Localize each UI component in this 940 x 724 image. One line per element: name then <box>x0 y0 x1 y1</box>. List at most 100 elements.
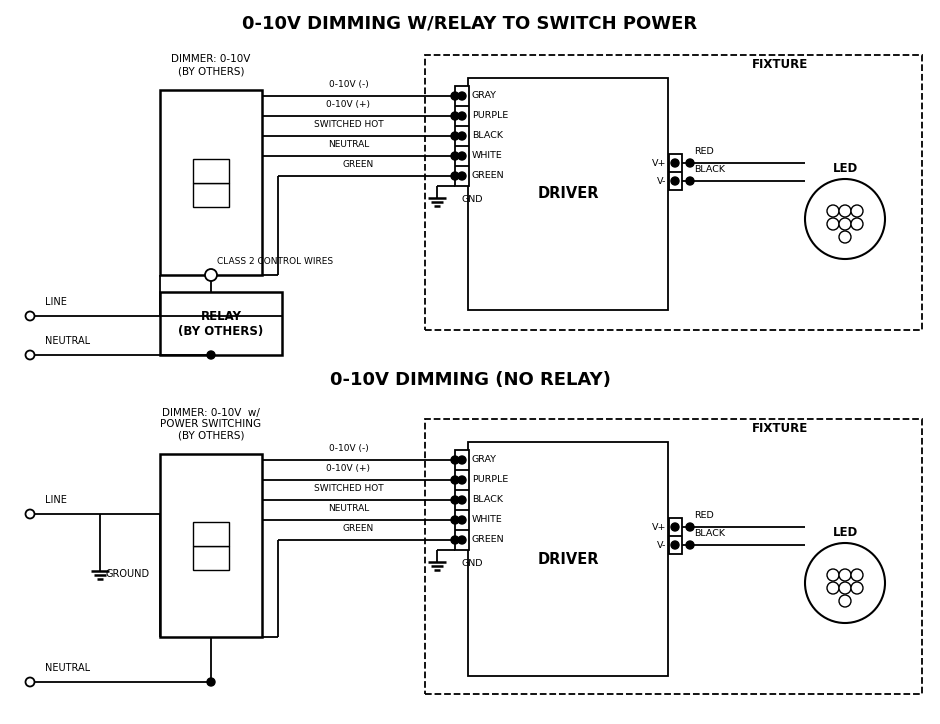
Circle shape <box>451 92 459 100</box>
Circle shape <box>207 351 215 359</box>
Circle shape <box>839 569 851 581</box>
Bar <box>160 90 262 275</box>
Text: RELAY
(BY OTHERS): RELAY (BY OTHERS) <box>179 310 263 338</box>
Text: FIXTURE: FIXTURE <box>752 421 808 434</box>
Circle shape <box>458 112 466 120</box>
Text: V+: V+ <box>651 523 666 531</box>
Circle shape <box>827 582 839 594</box>
Text: PURPLE: PURPLE <box>472 476 509 484</box>
Text: DRIVER: DRIVER <box>538 187 599 201</box>
Circle shape <box>839 582 851 594</box>
Circle shape <box>827 205 839 217</box>
Circle shape <box>25 350 35 360</box>
Circle shape <box>851 205 863 217</box>
Text: DIMMER: 0-10V  w/
POWER SWITCHING
(BY OTHERS): DIMMER: 0-10V w/ POWER SWITCHING (BY OTH… <box>161 408 261 441</box>
Text: 0-10V (-): 0-10V (-) <box>329 80 368 89</box>
Circle shape <box>458 536 466 544</box>
Text: 0-10V (-): 0-10V (-) <box>329 444 368 453</box>
Circle shape <box>851 218 863 230</box>
Text: LINE: LINE <box>45 495 67 505</box>
Circle shape <box>458 476 466 484</box>
Text: BLACK: BLACK <box>695 165 726 174</box>
Bar <box>455 450 469 550</box>
Text: GND: GND <box>462 195 483 204</box>
Circle shape <box>686 523 694 531</box>
Text: V+: V+ <box>651 159 666 167</box>
Circle shape <box>686 159 694 167</box>
Circle shape <box>827 218 839 230</box>
Text: SWITCHED HOT: SWITCHED HOT <box>314 120 384 129</box>
Text: BLACK: BLACK <box>472 132 503 140</box>
Text: RED: RED <box>694 147 713 156</box>
Bar <box>160 454 262 637</box>
Text: RED: RED <box>694 511 713 520</box>
Text: PURPLE: PURPLE <box>472 111 509 120</box>
Text: CLASS 2 CONTROL WIRES: CLASS 2 CONTROL WIRES <box>217 257 333 266</box>
Circle shape <box>839 218 851 230</box>
Circle shape <box>25 678 35 686</box>
Circle shape <box>458 132 466 140</box>
Text: NEUTRAL: NEUTRAL <box>328 140 369 149</box>
Bar <box>193 521 229 545</box>
Circle shape <box>451 536 459 544</box>
Text: GREEN: GREEN <box>343 160 374 169</box>
Circle shape <box>451 456 459 464</box>
Circle shape <box>671 177 679 185</box>
Circle shape <box>451 152 459 160</box>
Bar <box>193 545 229 570</box>
Text: BLACK: BLACK <box>472 495 503 505</box>
Text: GROUND: GROUND <box>105 569 149 579</box>
Text: 0-10V (+): 0-10V (+) <box>326 100 370 109</box>
Circle shape <box>827 569 839 581</box>
Bar <box>160 292 282 355</box>
Circle shape <box>451 132 459 140</box>
Text: GREEN: GREEN <box>472 172 505 180</box>
Text: BLACK: BLACK <box>695 529 726 538</box>
Text: SWITCHED HOT: SWITCHED HOT <box>314 484 384 493</box>
Text: 0-10V DIMMING W/RELAY TO SWITCH POWER: 0-10V DIMMING W/RELAY TO SWITCH POWER <box>243 15 697 33</box>
Text: 0-10V (+): 0-10V (+) <box>326 464 370 473</box>
Bar <box>193 159 229 182</box>
Circle shape <box>458 496 466 504</box>
Circle shape <box>839 205 851 217</box>
Text: WHITE: WHITE <box>472 515 503 524</box>
Circle shape <box>451 476 459 484</box>
Text: DIMMER: 0-10V
(BY OTHERS): DIMMER: 0-10V (BY OTHERS) <box>171 54 251 76</box>
Text: LED: LED <box>833 526 857 539</box>
Circle shape <box>205 269 217 281</box>
Bar <box>468 442 668 676</box>
Text: V-: V- <box>657 177 666 185</box>
Bar <box>193 182 229 206</box>
Circle shape <box>25 311 35 321</box>
Circle shape <box>451 516 459 524</box>
Bar <box>669 154 682 190</box>
Text: GRAY: GRAY <box>472 455 497 465</box>
Text: NEUTRAL: NEUTRAL <box>45 336 90 346</box>
Circle shape <box>686 541 694 549</box>
Text: GREEN: GREEN <box>343 524 374 533</box>
Text: NEUTRAL: NEUTRAL <box>328 504 369 513</box>
Circle shape <box>839 231 851 243</box>
Bar <box>455 86 469 186</box>
Text: GND: GND <box>462 560 483 568</box>
Circle shape <box>458 516 466 524</box>
Circle shape <box>805 543 885 623</box>
Circle shape <box>458 172 466 180</box>
Circle shape <box>25 510 35 518</box>
Circle shape <box>207 678 215 686</box>
Circle shape <box>839 595 851 607</box>
Bar <box>468 78 668 310</box>
Circle shape <box>686 177 694 185</box>
Text: LINE: LINE <box>45 297 67 307</box>
Bar <box>669 518 682 554</box>
Bar <box>425 55 922 330</box>
Circle shape <box>451 172 459 180</box>
Circle shape <box>458 152 466 160</box>
Text: WHITE: WHITE <box>472 151 503 161</box>
Text: 0-10V DIMMING (NO RELAY): 0-10V DIMMING (NO RELAY) <box>330 371 610 389</box>
Text: DRIVER: DRIVER <box>538 552 599 566</box>
Circle shape <box>671 541 679 549</box>
Circle shape <box>851 569 863 581</box>
Circle shape <box>451 112 459 120</box>
Text: GRAY: GRAY <box>472 91 497 101</box>
